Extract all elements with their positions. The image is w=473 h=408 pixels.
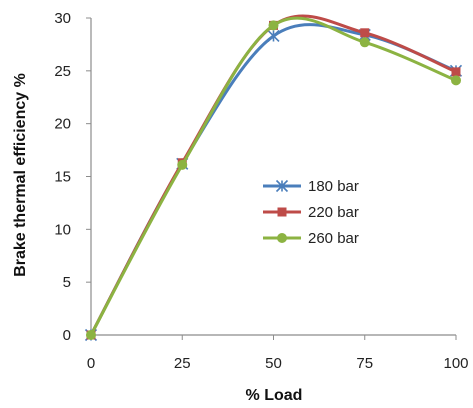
- series-line: [89, 16, 457, 336]
- y-tick-label: 25: [54, 63, 71, 80]
- legend-label: 180 bar: [308, 178, 359, 195]
- data-point: [268, 20, 279, 31]
- data-point: [360, 28, 370, 38]
- legend-marker: [275, 179, 289, 193]
- y-tick-label: 15: [54, 169, 71, 186]
- y-tick-label: 20: [54, 116, 71, 133]
- series-3: [86, 16, 461, 340]
- x-tick-label: 100: [443, 355, 468, 372]
- legend-marker: [277, 233, 287, 243]
- series-1: [84, 23, 463, 342]
- legend-item: 260 bar: [263, 230, 359, 247]
- legend: 180 bar 220 bar 260 bar: [263, 178, 359, 247]
- y-tick-label: 5: [63, 274, 71, 291]
- y-axis-title: Brake thermal efficiency %: [12, 73, 29, 277]
- legend-marker: [277, 207, 287, 217]
- x-axis-title: % Load: [246, 387, 303, 404]
- x-tick-label: 75: [356, 355, 373, 372]
- legend-item: 220 bar: [263, 204, 359, 221]
- y-tick-label: 0: [63, 327, 71, 344]
- series-line: [89, 23, 457, 336]
- data-point: [451, 75, 461, 86]
- series-2: [86, 14, 461, 340]
- series-layer: [84, 14, 463, 342]
- data-point: [267, 29, 280, 43]
- data-point: [451, 67, 461, 77]
- y-tick-label: 30: [54, 10, 71, 27]
- data-point: [86, 330, 96, 340]
- x-tick-label: 0: [87, 355, 95, 372]
- legend-label: 260 bar: [308, 230, 359, 247]
- x-tick-label: 25: [174, 355, 191, 372]
- legend-label: 220 bar: [308, 204, 359, 221]
- y-tick-label: 10: [54, 221, 71, 238]
- data-point: [177, 159, 188, 170]
- x-tick-label: 50: [265, 355, 282, 372]
- series-line: [89, 14, 457, 336]
- data-point: [359, 37, 370, 48]
- axes: 0 5 10 15 20 25 30 0 25 50 75 100: [54, 10, 468, 372]
- legend-item: 180 bar: [263, 178, 359, 195]
